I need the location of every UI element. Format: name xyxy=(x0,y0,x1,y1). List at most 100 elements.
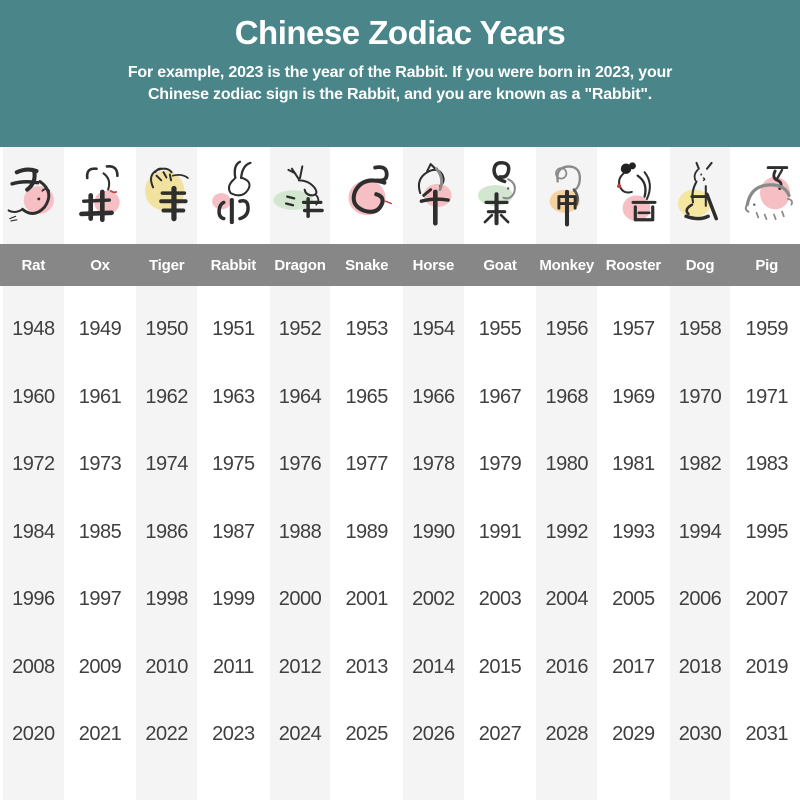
year-cell: 2027 xyxy=(478,723,522,746)
pig-icon xyxy=(744,165,793,220)
year-cell: 1982 xyxy=(678,453,722,476)
year-list: 1958 1970 1982 1994 2006 2018 2030 xyxy=(670,286,731,800)
zodiac-icon-cell xyxy=(270,147,331,244)
page-title: Chinese Zodiac Years xyxy=(234,14,566,51)
year-cell: 1968 xyxy=(545,385,588,408)
year-cell: 1992 xyxy=(545,520,588,543)
year-cell: 2030 xyxy=(678,723,722,746)
year-cell: 1958 xyxy=(678,318,722,341)
year-cell: 1967 xyxy=(478,385,522,408)
year-cell: 1970 xyxy=(678,385,722,408)
year-cell: 2011 xyxy=(212,655,255,678)
year-cell: 2029 xyxy=(612,723,655,746)
year-cell: 1993 xyxy=(612,520,655,543)
zodiac-name: Snake xyxy=(333,244,401,286)
year-cell: 1978 xyxy=(412,453,455,476)
zodiac-icon-cell xyxy=(403,147,464,244)
year-list: 1948 1960 1972 1984 1996 2008 2020 xyxy=(3,286,64,800)
year-cell: 1954 xyxy=(412,318,455,341)
year-cell: 1948 xyxy=(12,318,55,341)
year-cell: 2023 xyxy=(212,723,255,746)
year-cell: 1990 xyxy=(412,520,455,543)
zodiac-icon-cell xyxy=(736,147,797,244)
ox-icon xyxy=(79,164,120,222)
dragon-icon xyxy=(273,164,324,218)
year-cell: 2009 xyxy=(78,655,122,678)
year-list: 1953 1965 1977 1989 2001 2013 2025 xyxy=(336,286,397,800)
year-cell: 2014 xyxy=(412,655,455,678)
zodiac-column: Rat 1948 1960 1972 1984 1996 2008 2020 xyxy=(0,147,67,800)
year-cell: 1957 xyxy=(612,318,655,341)
year-cell: 1959 xyxy=(745,318,788,341)
zodiac-column: Horse 1954 1966 1978 1990 2002 2014 2026 xyxy=(400,147,467,800)
year-cell: 1963 xyxy=(212,385,255,408)
year-cell: 1955 xyxy=(478,318,522,341)
year-cell: 1964 xyxy=(278,385,322,408)
year-cell: 1960 xyxy=(12,385,55,408)
year-cell: 2002 xyxy=(412,588,455,611)
rabbit-icon xyxy=(212,160,252,224)
zodiac-column: Snake 1953 1965 1977 1989 2001 2013 2025 xyxy=(333,147,401,800)
zodiac-column: Dragon 1952 1964 1976 1988 2000 2012 2024 xyxy=(266,147,334,800)
year-cell: 1984 xyxy=(12,520,55,543)
year-cell: 2004 xyxy=(545,588,588,611)
year-cell: 2026 xyxy=(412,723,455,746)
year-list: 1950 1962 1974 1986 1998 2010 2022 xyxy=(136,286,197,800)
zodiac-name: Tiger xyxy=(133,244,201,286)
zodiac-icon-cell xyxy=(670,147,731,244)
year-cell: 1986 xyxy=(145,520,188,543)
zodiac-icon-cell xyxy=(603,147,664,244)
year-cell: 2015 xyxy=(478,655,522,678)
zodiac-name: Goat xyxy=(466,244,534,286)
year-cell: 2022 xyxy=(145,723,188,746)
year-cell: 1979 xyxy=(478,453,522,476)
year-cell: 2028 xyxy=(545,723,588,746)
year-cell: 1953 xyxy=(345,318,388,341)
year-cell: 2006 xyxy=(678,588,722,611)
year-cell: 1971 xyxy=(745,385,788,408)
zodiac-name: Horse xyxy=(400,244,467,286)
year-cell: 1950 xyxy=(145,318,188,341)
year-list: 1956 1968 1980 1992 2004 2016 2028 xyxy=(536,286,597,800)
year-cell: 1974 xyxy=(145,453,188,476)
year-cell: 2019 xyxy=(745,655,788,678)
year-cell: 2013 xyxy=(345,655,388,678)
year-cell: 2012 xyxy=(278,655,322,678)
year-cell: 2007 xyxy=(745,588,788,611)
year-cell: 1977 xyxy=(345,453,388,476)
year-cell: 1980 xyxy=(545,453,588,476)
year-cell: 2021 xyxy=(78,723,122,746)
zodiac-name: Pig xyxy=(733,244,800,286)
zodiac-name: Monkey xyxy=(533,244,601,286)
zodiac-column: Rooster 1957 1969 1981 1993 2005 2017 2029 xyxy=(600,147,667,800)
year-list: 1955 1967 1979 1991 2003 2015 2027 xyxy=(470,286,531,800)
year-cell: 1961 xyxy=(78,385,122,408)
year-cell: 2010 xyxy=(145,655,188,678)
zodiac-name: Rooster xyxy=(600,244,667,286)
year-cell: 1999 xyxy=(212,588,255,611)
year-list: 1952 1964 1976 1988 2000 2012 2024 xyxy=(270,286,331,800)
zodiac-name: Rat xyxy=(0,244,67,286)
year-cell: 1975 xyxy=(212,453,255,476)
snake-icon xyxy=(348,164,392,215)
year-cell: 2018 xyxy=(678,655,722,678)
zodiac-column: Pig 1959 1971 1983 1995 2007 2019 2031 xyxy=(733,147,800,800)
dog-icon xyxy=(678,161,719,220)
year-list: 1954 1966 1978 1990 2002 2014 2026 xyxy=(403,286,464,800)
zodiac-column: Ox 1949 1961 1973 1985 1997 2009 2021 xyxy=(66,147,134,800)
year-cell: 1965 xyxy=(345,385,388,408)
year-cell: 2003 xyxy=(478,588,522,611)
year-cell: 1981 xyxy=(612,453,655,476)
year-cell: 1995 xyxy=(745,520,788,543)
year-cell: 1962 xyxy=(145,385,188,408)
year-cell: 1976 xyxy=(278,453,322,476)
year-cell: 1973 xyxy=(78,453,122,476)
year-list: 1951 1963 1975 1987 1999 2011 2023 xyxy=(203,286,264,800)
year-cell: 1956 xyxy=(545,318,588,341)
zodiac-icon-cell xyxy=(70,147,131,244)
year-cell: 2000 xyxy=(278,588,322,611)
header-banner: Chinese Zodiac Years For example, 2023 i… xyxy=(0,0,800,147)
year-cell: 1972 xyxy=(12,453,55,476)
year-list: 1959 1971 1983 1995 2007 2019 2031 xyxy=(736,286,797,800)
zodiac-name: Ox xyxy=(66,244,134,286)
